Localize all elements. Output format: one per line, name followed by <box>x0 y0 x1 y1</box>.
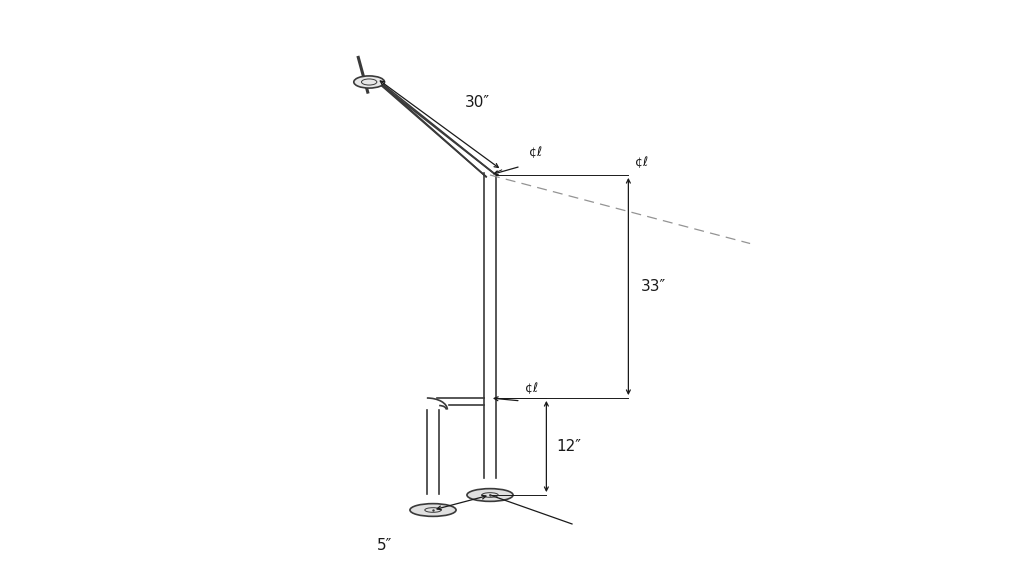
Text: 30″: 30″ <box>465 95 490 110</box>
Text: ¢ℓ: ¢ℓ <box>525 382 538 395</box>
Text: 12″: 12″ <box>557 439 581 454</box>
Text: 5″: 5″ <box>376 538 392 553</box>
Text: 33″: 33″ <box>641 279 666 294</box>
Text: ¢ℓ: ¢ℓ <box>634 156 648 169</box>
Ellipse shape <box>467 489 514 501</box>
Ellipse shape <box>410 504 456 516</box>
Ellipse shape <box>354 76 384 88</box>
Text: ¢ℓ: ¢ℓ <box>529 146 542 159</box>
